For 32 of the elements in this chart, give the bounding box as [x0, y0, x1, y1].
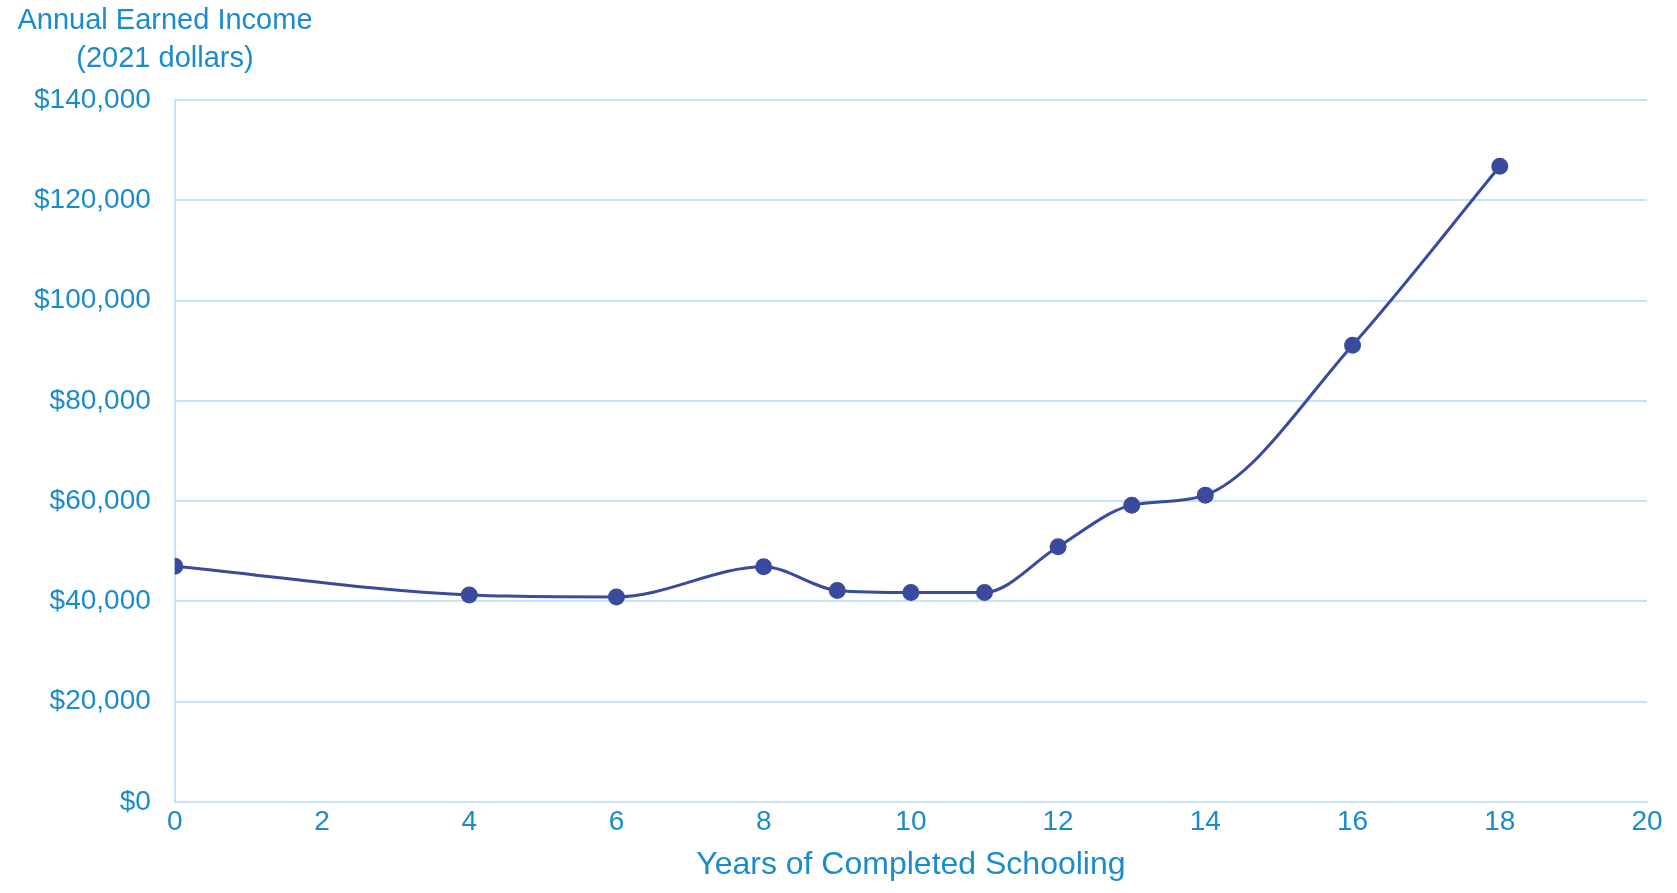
point [1196, 486, 1214, 504]
x-tick-label: 0 [167, 804, 183, 836]
y-tick-label: $100,000 [33, 283, 151, 315]
x-tick-label: 20 [1631, 804, 1663, 836]
x-tick-label: 16 [1336, 804, 1369, 836]
x-tick-label: 4 [461, 804, 478, 836]
y-tick-label: $20,000 [49, 684, 151, 716]
point [976, 583, 993, 601]
x-tick-label: 2 [314, 804, 330, 836]
y-axis-title: Annual Earned Income (2021 dollars) [16, 2, 314, 75]
y-tick-label: $0 [119, 784, 151, 816]
y-tick-label: $40,000 [49, 584, 151, 616]
point [902, 583, 920, 601]
x-tick-label: 18 [1484, 804, 1516, 836]
x-tick-label: 14 [1189, 804, 1221, 836]
point [460, 586, 478, 604]
point [1491, 157, 1509, 175]
point [1123, 496, 1141, 514]
y-tick-label: $140,000 [33, 82, 151, 114]
x-axis-title: Years of Completed Schooling [696, 844, 1126, 881]
x-tick-label: 6 [608, 804, 625, 836]
y-tick-label: $80,000 [49, 383, 151, 415]
x-tick-label: 10 [895, 804, 927, 836]
point [755, 558, 773, 576]
x-tick-label: 12 [1042, 804, 1074, 836]
point [828, 581, 846, 599]
y-tick-label: $120,000 [33, 183, 151, 214]
point [607, 588, 625, 606]
x-tick-label: 8 [755, 804, 772, 836]
point [1049, 538, 1067, 556]
point [1344, 336, 1362, 354]
y-tick-label: $60,000 [49, 483, 151, 515]
